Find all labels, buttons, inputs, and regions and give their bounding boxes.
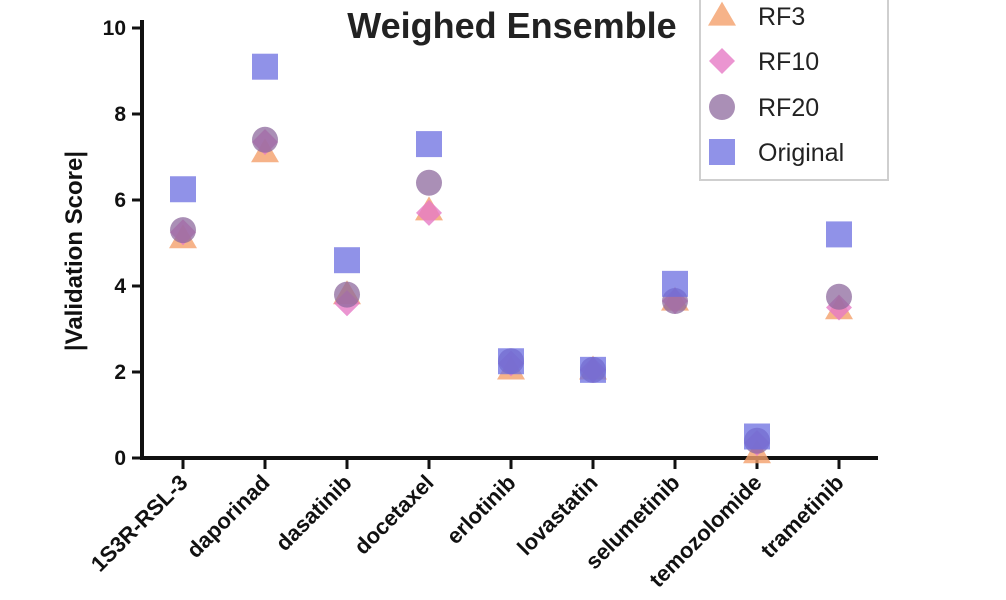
y-tick-label: 10: [103, 17, 126, 40]
legend-label-rf20: RF20: [758, 94, 819, 122]
x-tick-label: dasatinib: [271, 470, 357, 556]
y-tick-label: 6: [114, 189, 126, 212]
y-axis-title: |Validation Score|: [61, 151, 88, 351]
point-rf20: [334, 281, 360, 308]
point-original: [170, 176, 196, 203]
legend-marker-original: [709, 139, 735, 165]
legend: RF3 RF10 RF20 Original: [699, 0, 889, 181]
y-tick-label: 0: [114, 447, 126, 470]
x-tick-label: 1S3R-RSL-3: [86, 470, 193, 577]
x-tick-label: daporinad: [182, 470, 275, 563]
y-tick-label: 2: [114, 361, 126, 384]
point-original: [580, 356, 606, 383]
legend-label-original: Original: [758, 139, 844, 167]
legend-label-rf3: RF3: [758, 3, 805, 31]
point-original: [252, 53, 278, 80]
y-tick-label: 8: [114, 103, 126, 126]
x-tick-label: erlotinib: [441, 470, 520, 549]
legend-label-rf10: RF10: [758, 48, 819, 76]
point-rf20: [416, 169, 442, 196]
legend-marker-rf20: [709, 94, 735, 120]
x-tick-label: trametinib: [756, 470, 849, 563]
point-rf10: [416, 199, 442, 226]
y-tick-label: 4: [114, 275, 126, 298]
point-original: [826, 221, 852, 248]
point-original: [334, 247, 360, 274]
data-marks: [169, 53, 853, 464]
point-original: [744, 423, 770, 450]
legend-marker-rf3: [708, 1, 736, 26]
point-rf20: [170, 217, 196, 244]
point-original: [416, 131, 442, 158]
point-original: [498, 348, 524, 375]
point-rf20: [252, 126, 278, 153]
point-original: [662, 270, 688, 297]
chart-title: Weighed Ensemble: [347, 5, 676, 46]
legend-marker-rf10: [709, 48, 735, 74]
point-rf20: [826, 283, 852, 310]
x-tick-label: docetaxel: [349, 470, 438, 559]
